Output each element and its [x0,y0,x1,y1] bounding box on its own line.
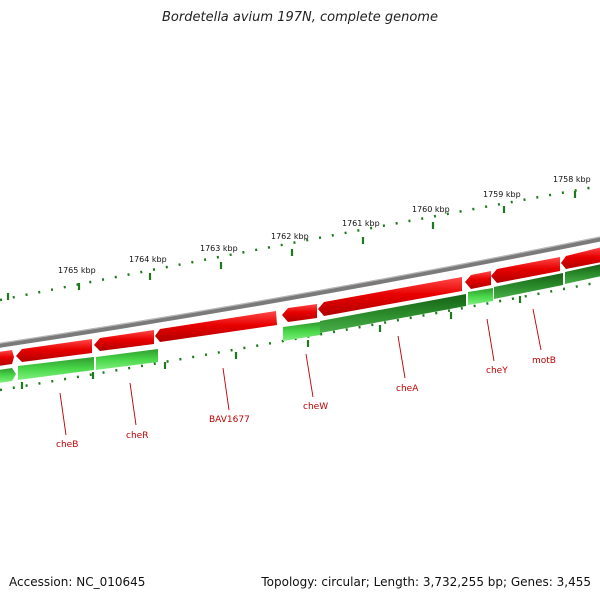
gene-label-motB[interactable]: motB [532,356,556,366]
gene-arrow-reverse[interactable] [0,368,16,383]
gene-arrow-forward[interactable] [465,271,491,289]
gene-label-BAV1677[interactable]: BAV1677 [209,415,250,425]
gene-arrow-forward[interactable] [155,311,277,342]
gene-arrow-forward[interactable] [282,304,317,322]
major-ticks [6,191,577,389]
genome-backbone [0,236,600,348]
gene-leader-lines [59,308,542,436]
gene-label-cheB[interactable]: cheB [56,440,78,450]
scale-label: 1764 kbp [129,255,167,264]
gene-arrow-forward[interactable] [318,277,462,316]
gene-arrow-reverse[interactable] [283,322,320,341]
genome-backbone-highlight [0,236,600,344]
gene-arrow-reverse[interactable] [494,273,563,299]
gene-label-cheY[interactable]: cheY [486,366,508,376]
genome-summary-text: Topology: circular; Length: 3,732,255 bp… [261,575,591,589]
gene-label-cheW[interactable]: cheW [303,402,328,412]
map-title: Bordetella avium 197N, complete genome [162,10,438,25]
scale-label: 1765 kbp [58,266,96,275]
accession-text: Accession: NC_010645 [9,575,146,589]
scale-label: 1762 kbp [271,232,309,241]
gene-arrow-reverse[interactable] [96,349,158,370]
gene-arrow-forward[interactable] [561,247,600,269]
gene-arrow-reverse[interactable] [18,357,94,380]
gene-arrow-forward[interactable] [94,330,154,351]
gene-arrow-reverse[interactable] [565,264,600,284]
gene-arrow-reverse[interactable] [320,294,466,333]
gene-label-cheR[interactable]: cheR [126,431,148,441]
scale-label: 1761 kbp [342,219,380,228]
gene-arrow-forward[interactable] [0,350,14,366]
gene-arrow-forward[interactable] [491,257,560,283]
scale-label: 1759 kbp [483,190,521,199]
reverse-genes [0,264,600,383]
scale-label: 1758 kbp [553,175,591,184]
scale-label: 1760 kbp [412,205,450,214]
gene-label-cheA[interactable]: cheA [396,384,419,394]
forward-genes [0,247,600,366]
gene-arrow-reverse[interactable] [468,288,493,305]
outer-tick-track [0,184,600,302]
scale-label: 1763 kbp [200,244,238,253]
gene-arrow-forward[interactable] [16,339,92,362]
